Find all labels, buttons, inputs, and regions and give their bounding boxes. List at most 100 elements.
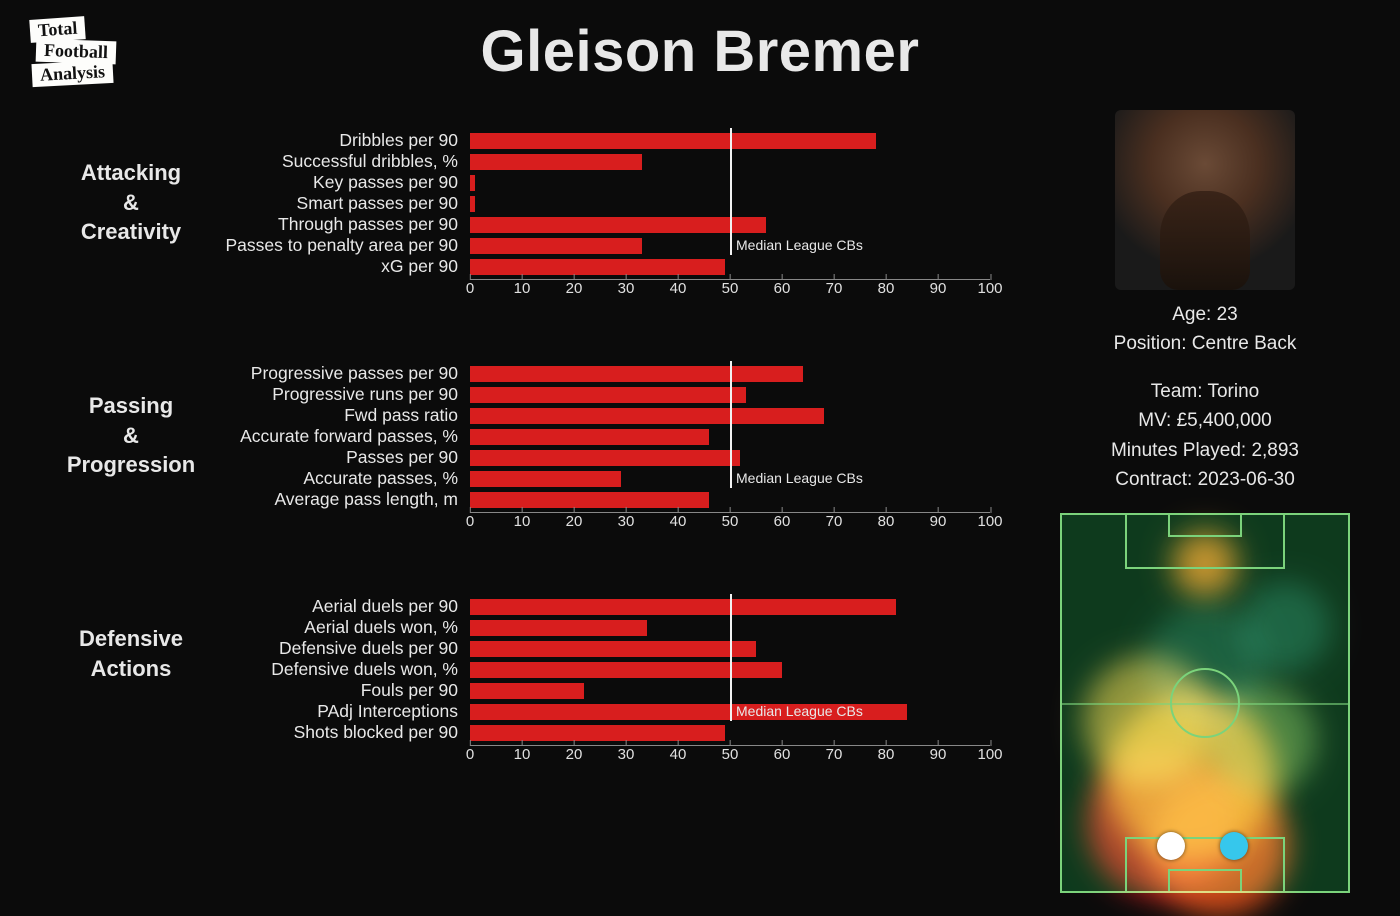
axis-tick: 40 (670, 280, 687, 297)
metric-label: Aerial duels per 90 (220, 596, 458, 617)
metric-label: Progressive runs per 90 (220, 384, 458, 405)
percentile-bar (470, 366, 803, 382)
metric-label: Dribbles per 90 (220, 130, 458, 151)
percentile-bar (470, 154, 642, 170)
axis-tick: 10 (514, 746, 531, 763)
metric-label: Average pass length, m (220, 489, 458, 510)
bar-column: Median League CBs0102030405060708090100 (470, 596, 990, 771)
metric-label: Defensive duels per 90 (220, 638, 458, 659)
metric-label: Key passes per 90 (220, 172, 458, 193)
axis-tick: 40 (670, 746, 687, 763)
metric-label: Aerial duels won, % (220, 617, 458, 638)
charts-container: Attacking&CreativityDribbles per 90Succe… (60, 130, 1020, 829)
metric-label: Defensive duels won, % (220, 659, 458, 680)
bio-mv: MV: £5,400,000 (1050, 406, 1360, 435)
position-marker (1157, 832, 1185, 860)
percentile-bar (470, 175, 475, 191)
chart-group: Attacking&CreativityDribbles per 90Succe… (60, 130, 1020, 305)
metric-label: PAdj Interceptions (220, 701, 458, 722)
percentile-bar (470, 387, 746, 403)
axis-tick: 80 (878, 746, 895, 763)
group-title: DefensiveActions (60, 596, 220, 683)
axis-tick: 0 (466, 746, 474, 763)
percentile-bar (470, 429, 709, 445)
median-label: Median League CBs (732, 703, 863, 719)
metric-label: Through passes per 90 (220, 214, 458, 235)
pitch-heatmap (1060, 513, 1350, 893)
axis-tick: 90 (930, 746, 947, 763)
axis-tick: 20 (566, 280, 583, 297)
bio-minutes: Minutes Played: 2,893 (1050, 436, 1360, 465)
percentile-bar (470, 259, 725, 275)
pitch-six-top (1168, 515, 1242, 537)
bar-stage: Median League CBs (470, 596, 990, 743)
axis-tick: 30 (618, 746, 635, 763)
percentile-bar (470, 620, 647, 636)
bio-team: Team: Torino (1050, 377, 1360, 406)
axis-tick: 50 (722, 746, 739, 763)
percentile-bar (470, 471, 621, 487)
metric-labels: Progressive passes per 90Progressive run… (220, 363, 470, 510)
axis-tick: 60 (774, 746, 791, 763)
page-title: Gleison Bremer (0, 18, 1400, 85)
percentile-bar (470, 599, 896, 615)
axis-tick: 0 (466, 280, 474, 297)
metric-label: Fouls per 90 (220, 680, 458, 701)
x-axis: 0102030405060708090100 (470, 512, 990, 538)
axis-tick: 90 (930, 280, 947, 297)
x-axis: 0102030405060708090100 (470, 745, 990, 771)
percentile-bar (470, 408, 824, 424)
median-line (730, 594, 732, 721)
metric-label: Passes to penalty area per 90 (220, 235, 458, 256)
percentile-bar (470, 133, 876, 149)
axis-tick: 90 (930, 513, 947, 530)
percentile-bar (470, 217, 766, 233)
percentile-bar (470, 238, 642, 254)
axis-tick: 10 (514, 280, 531, 297)
bar-column: Median League CBs0102030405060708090100 (470, 363, 990, 538)
axis-tick: 70 (826, 280, 843, 297)
median-label: Median League CBs (732, 470, 863, 486)
percentile-bar (470, 683, 584, 699)
axis-tick: 50 (722, 280, 739, 297)
bio-position: Position: Centre Back (1050, 329, 1360, 358)
chart-group: Passing&ProgressionProgressive passes pe… (60, 363, 1020, 538)
median-line (730, 128, 732, 255)
median-label: Median League CBs (732, 237, 863, 253)
percentile-bar (470, 725, 725, 741)
axis-tick: 40 (670, 513, 687, 530)
axis-tick: 100 (977, 513, 1002, 530)
percentile-bar (470, 641, 756, 657)
player-profile: Age: 23 Position: Centre Back Team: Tori… (1050, 110, 1360, 893)
metric-label: Successful dribbles, % (220, 151, 458, 172)
metric-label: Passes per 90 (220, 447, 458, 468)
metric-label: Shots blocked per 90 (220, 722, 458, 743)
pitch-center-circle (1170, 668, 1240, 738)
axis-tick: 50 (722, 513, 739, 530)
bar-stage: Median League CBs (470, 130, 990, 277)
metric-label: Fwd pass ratio (220, 405, 458, 426)
axis-tick: 70 (826, 746, 843, 763)
metric-labels: Dribbles per 90Successful dribbles, %Key… (220, 130, 470, 277)
median-line (730, 361, 732, 488)
pitch-six-bottom (1168, 869, 1242, 891)
metric-label: Progressive passes per 90 (220, 363, 458, 384)
percentile-bar (470, 196, 475, 212)
axis-tick: 30 (618, 280, 635, 297)
axis-tick: 100 (977, 280, 1002, 297)
axis-tick: 70 (826, 513, 843, 530)
axis-tick: 60 (774, 280, 791, 297)
metric-labels: Aerial duels per 90Aerial duels won, %De… (220, 596, 470, 743)
axis-tick: 80 (878, 280, 895, 297)
percentile-bar (470, 662, 782, 678)
axis-tick: 30 (618, 513, 635, 530)
percentile-bar (470, 450, 740, 466)
metric-label: Accurate forward passes, % (220, 426, 458, 447)
group-title: Passing&Progression (60, 363, 220, 480)
bio-age: Age: 23 (1050, 300, 1360, 329)
bar-column: Median League CBs0102030405060708090100 (470, 130, 990, 305)
axis-tick: 0 (466, 513, 474, 530)
x-axis: 0102030405060708090100 (470, 279, 990, 305)
chart-group: DefensiveActionsAerial duels per 90Aeria… (60, 596, 1020, 771)
percentile-bar (470, 492, 709, 508)
